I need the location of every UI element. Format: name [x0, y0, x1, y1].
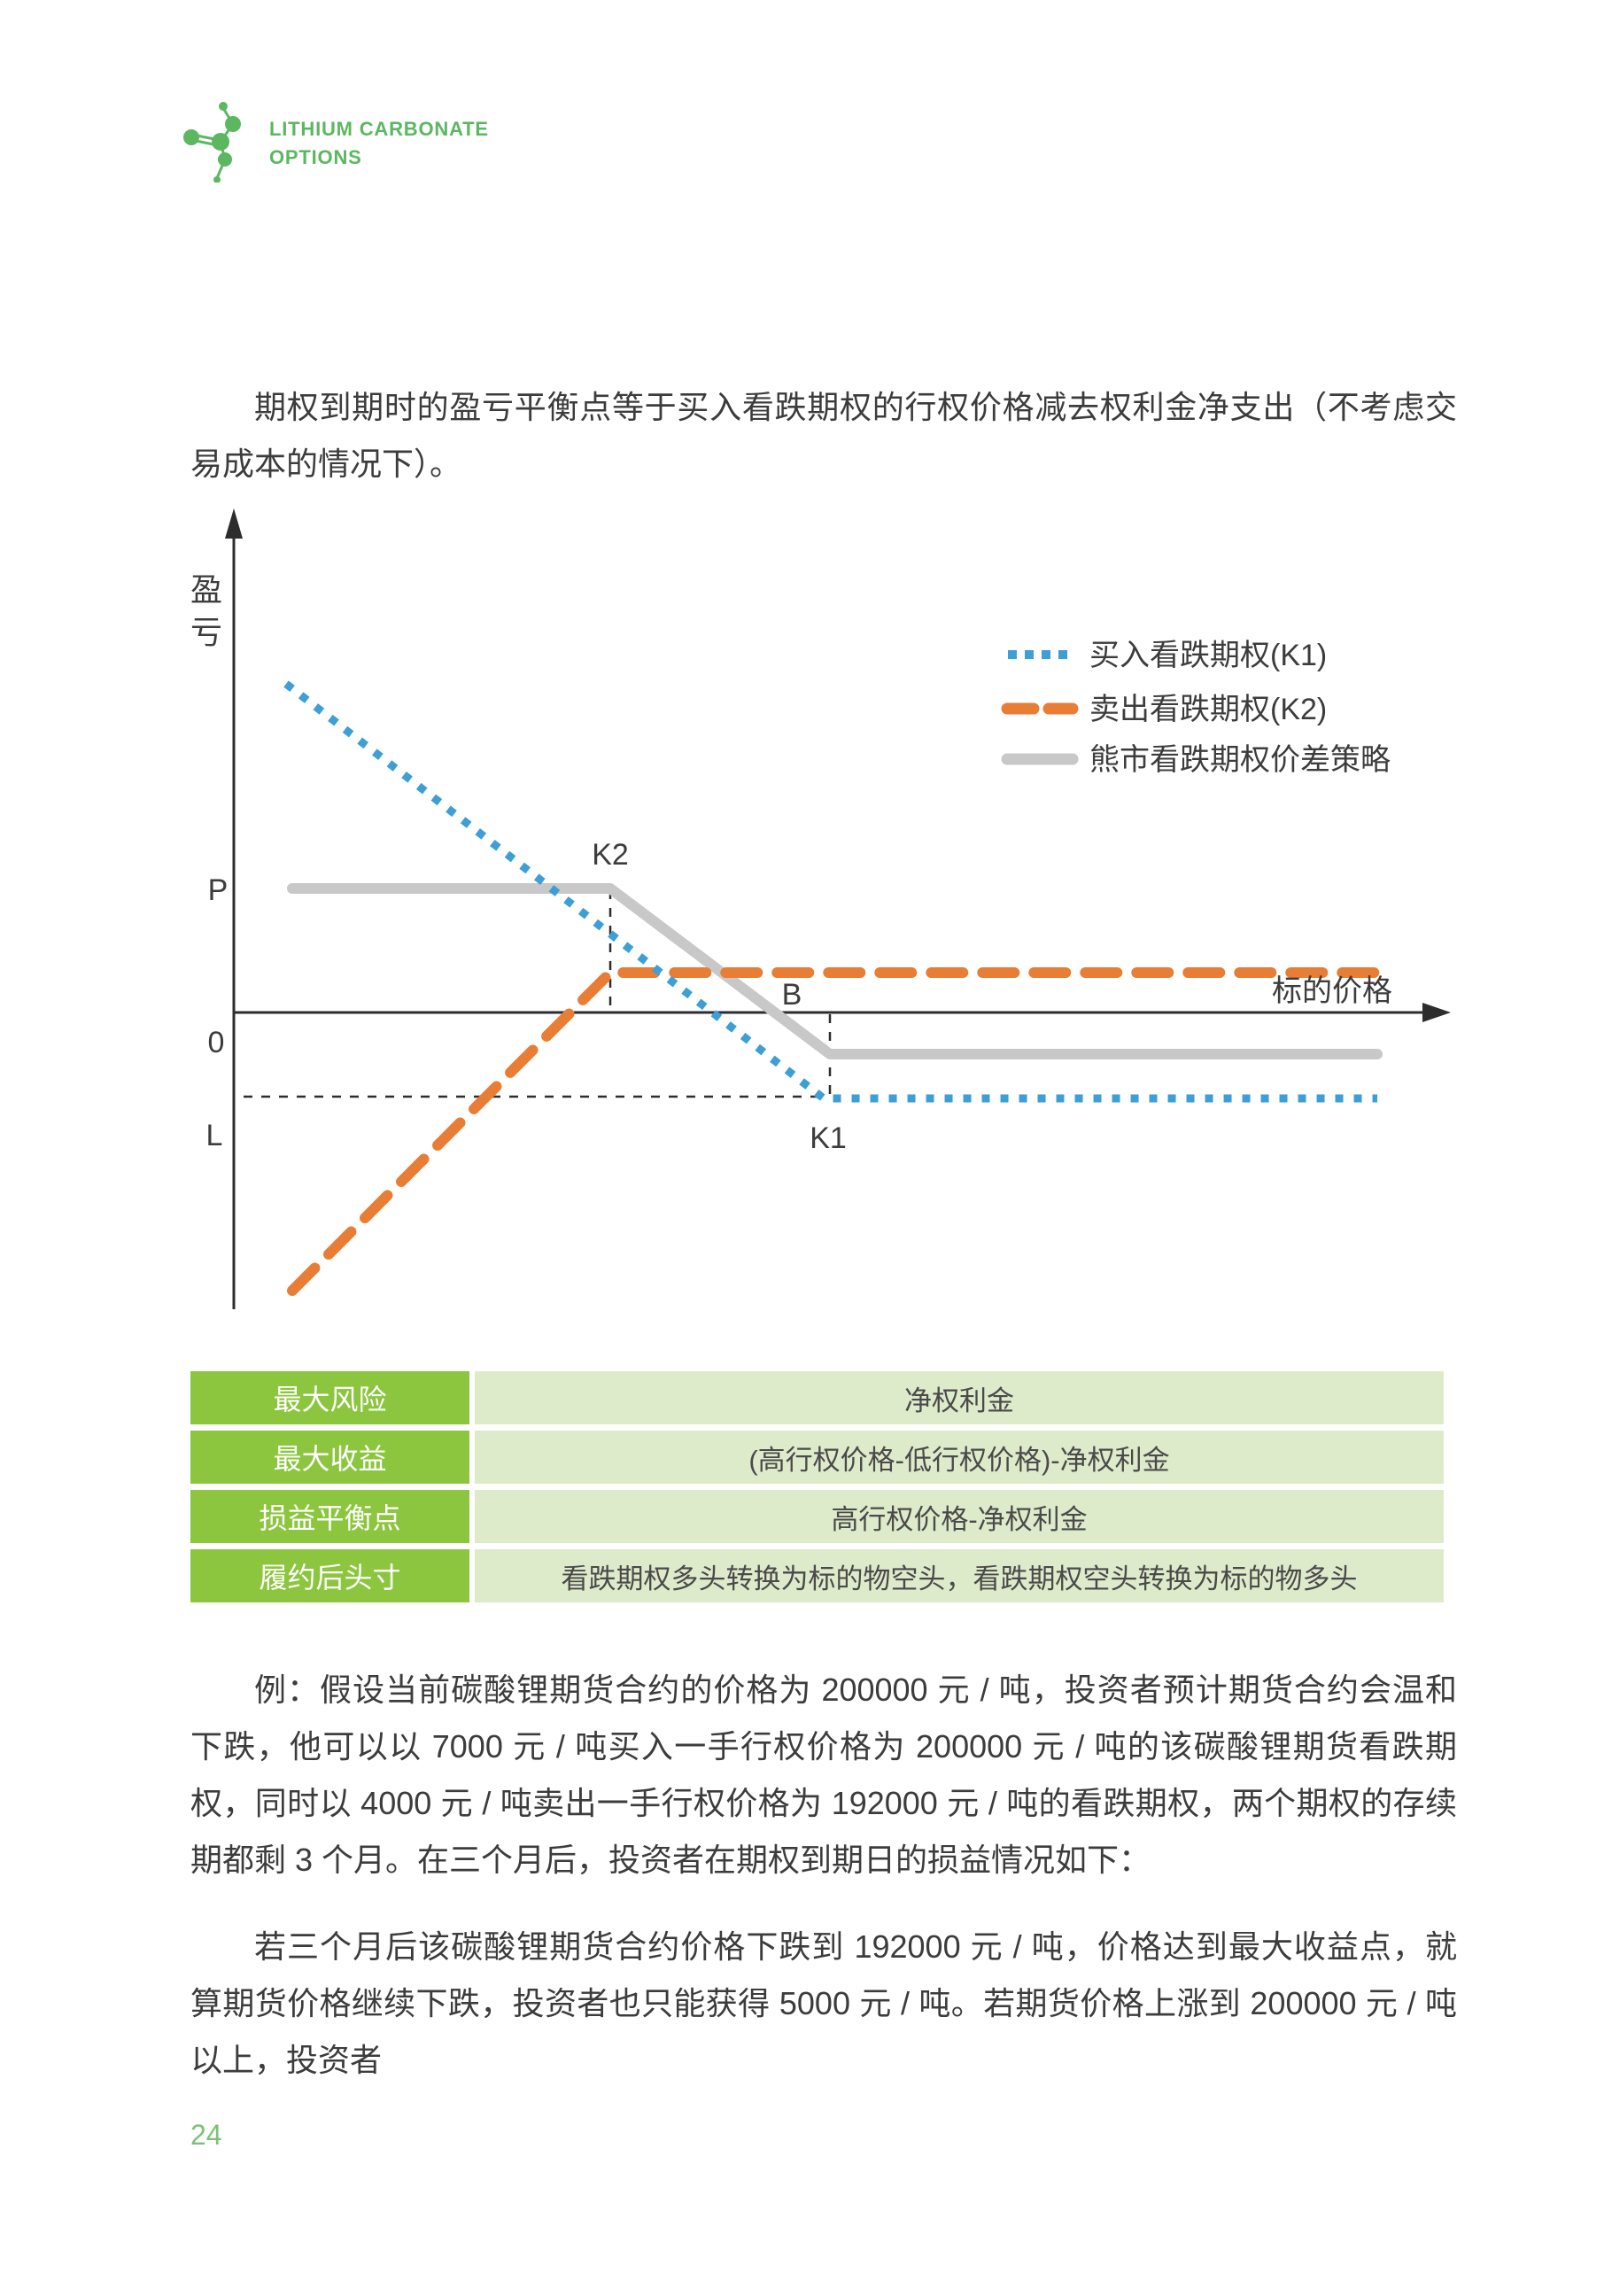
series-buy-put-k1 — [283, 680, 1377, 1103]
brand-line2: OPTIONS — [269, 146, 362, 168]
table-row-value: 看跌期权多头转换为标的物空头，看跌期权空头转换为标的物多头 — [475, 1549, 1444, 1602]
y-axis-arrow-icon — [225, 508, 243, 539]
legend-label-sell-put: 卖出看跌期权(K2) — [1089, 693, 1327, 726]
table-row-header: 最大风险 — [190, 1371, 469, 1424]
brand-logo: LITHIUM CARBONATE OPTIONS — [181, 96, 489, 182]
series-sell-put-k2 — [287, 967, 1383, 1296]
table-row: 最大收益 (高行权价格-低行权价格)-净权利金 — [190, 1431, 1444, 1484]
tick-label-zero: 0 — [208, 1026, 225, 1059]
chart-legend: 买入看跌期权(K1) 卖出看跌期权(K2) 熊市看跌期权价差策略 — [1001, 639, 1391, 777]
paragraph-example: 例：假设当前碳酸锂期货合约的价格为 200000 元 / 吨，投资者预计期货合约… — [190, 1672, 1457, 1878]
table-row-header: 履约后头寸 — [190, 1549, 469, 1602]
payoff-summary-table: 最大风险 净权利金 最大收益 (高行权价格-低行权价格)-净权利金 损益平衡点 … — [190, 1371, 1444, 1609]
tick-label-p: P — [208, 873, 229, 907]
y-axis-title-char1: 盈 — [190, 571, 222, 608]
paragraph-outcome: 若三个月后该碳酸锂期货合约价格下跌到 192000 元 / 吨，价格达到最大收益… — [190, 1928, 1457, 2078]
x-axis-arrow-icon — [1422, 1003, 1451, 1022]
series-bear-put-spread — [287, 883, 1383, 1059]
tick-label-l: L — [206, 1119, 223, 1152]
brand-line1: LITHIUM CARBONATE — [269, 118, 489, 140]
payoff-chart: 盈 亏 标的价格 P 0 L K2 B K1 买入看跌期权(K1) 卖出看跌期权… — [177, 496, 1506, 1338]
page-number: 24 — [190, 2119, 222, 2151]
point-label-b: B — [782, 978, 802, 1012]
table-row: 履约后头寸 看跌期权多头转换为标的物空头，看跌期权空头转换为标的物多头 — [190, 1549, 1444, 1602]
brand-wordmark: LITHIUM CARBONATE OPTIONS — [269, 96, 489, 172]
table-row-value: (高行权价格-低行权价格)-净权利金 — [475, 1431, 1444, 1484]
payoff-chart-svg: 盈 亏 标的价格 P 0 L K2 B K1 买入看跌期权(K1) 卖出看跌期权… — [190, 508, 1451, 1309]
legend-label-spread: 熊市看跌期权价差策略 — [1089, 743, 1391, 777]
x-axis-title: 标的价格 — [1272, 974, 1392, 1008]
paragraph-breakeven-intro: 期权到期时的盈亏平衡点等于买入看跌期权的行权价格减去权利金净支出（不考虑交易成本… — [190, 389, 1457, 482]
table-row-header: 损益平衡点 — [190, 1490, 469, 1543]
legend-label-buy-put: 买入看跌期权(K1) — [1089, 639, 1327, 672]
molecule-icon — [183, 102, 241, 182]
point-label-k2: K2 — [592, 838, 629, 872]
table-row-header: 最大收益 — [190, 1431, 469, 1484]
y-axis-title-char2: 亏 — [190, 614, 222, 650]
table-row: 损益平衡点 高行权价格-净权利金 — [190, 1490, 1444, 1543]
table-row: 最大风险 净权利金 — [190, 1371, 1444, 1424]
point-label-k1: K1 — [810, 1121, 847, 1155]
table-row-value: 高行权价格-净权利金 — [475, 1490, 1444, 1543]
table-row-value: 净权利金 — [475, 1371, 1444, 1424]
